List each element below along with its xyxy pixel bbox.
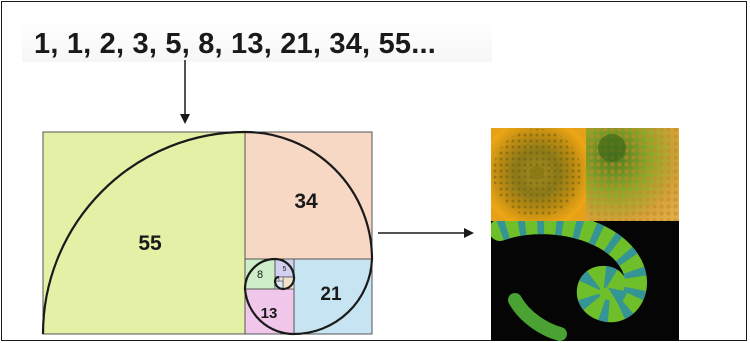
label-21: 21: [320, 284, 342, 305]
fibonacci-sequence: 1, 1, 2, 3, 5, 8, 13, 21, 34, 55...: [34, 28, 436, 60]
square-55: [42, 131, 246, 335]
golden-spiral: [41, 130, 374, 336]
label-13: 13: [261, 305, 278, 322]
succulent-icon: [586, 128, 679, 221]
label-55: 55: [138, 232, 162, 255]
sunflower-icon: [491, 128, 586, 221]
label-34: 34: [294, 190, 318, 213]
square-34: [244, 131, 373, 260]
chameleon-tail-icon: [491, 221, 679, 341]
label-5: 5: [283, 266, 287, 273]
square-1b: [278, 276, 284, 282]
label-8: 8: [257, 269, 263, 281]
sequence-banner: [22, 22, 492, 62]
nature-photo-collage: [491, 128, 679, 341]
